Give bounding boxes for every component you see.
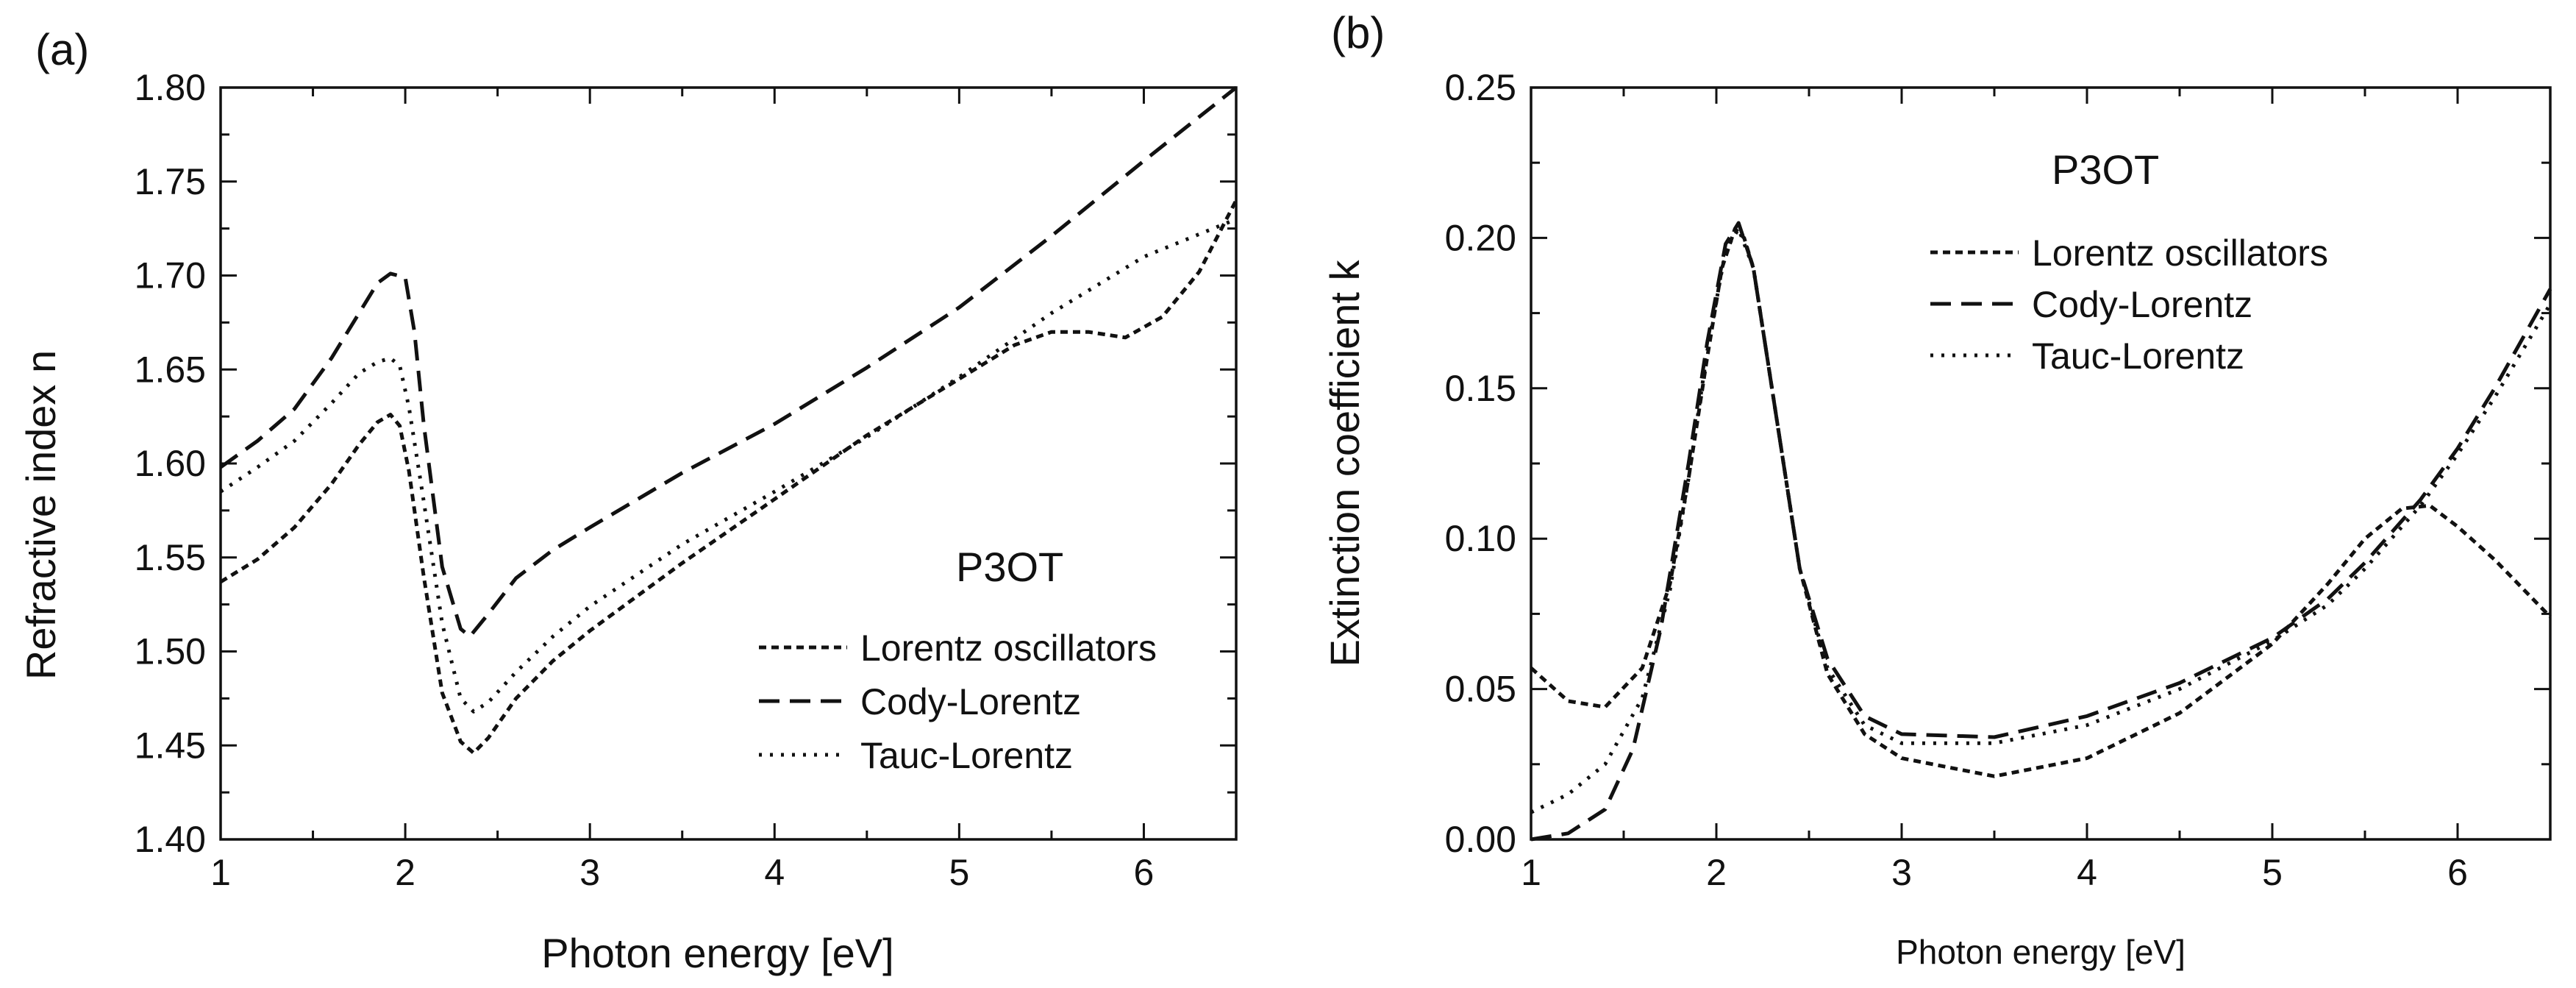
panel-a-tick-labels: 1 2 3 4 5 6 1.40 1.45 1.50 1.55 1.60 1.65 1.70 1.75 1.…	[135, 67, 1155, 893]
a-y-tick-label: 1.70	[135, 255, 206, 296]
b-series-lorentz	[1530, 227, 2552, 778]
b-y-tick-label: 0.10	[1445, 518, 1516, 559]
panel-b-legend: Lorentz oscillators Cody-Lorentz Tauc-Lo…	[1930, 232, 2328, 377]
a-y-tick-label: 1.55	[135, 537, 206, 578]
a-x-tick-label: 4	[764, 852, 785, 893]
a-y-tick-label: 1.45	[135, 725, 206, 766]
a-x-tick-label: 3	[579, 852, 600, 893]
panel-a-label: (a)	[35, 25, 89, 74]
b-y-tick-label: 0.15	[1445, 368, 1516, 409]
panel-a-plot-frame	[219, 86, 1238, 841]
panel-a-legend-label-cody: Cody-Lorentz	[860, 681, 1081, 722]
a-y-tick-label: 1.60	[135, 443, 206, 484]
b-x-tick-label: 3	[1891, 852, 1912, 893]
b-series-cody	[1530, 221, 2552, 842]
panel-a-series-group	[219, 86, 1238, 755]
b-x-tick-label: 1	[1521, 852, 1541, 893]
panel-b-legend-label-lorentz: Lorentz oscillators	[2032, 232, 2328, 274]
a-y-tick-label: 1.50	[135, 631, 206, 672]
a-y-tick-label: 1.80	[135, 67, 206, 108]
panel-b-x-axis-title: Photon energy [eV]	[1896, 933, 2186, 971]
panel-a-x-axis-title: Photon energy [eV]	[541, 930, 893, 976]
panel-a-legend-label-lorentz: Lorentz oscillators	[860, 628, 1157, 669]
a-x-tick-label: 5	[949, 852, 969, 893]
b-x-tick-label: 5	[2262, 852, 2283, 893]
b-y-tick-label: 0.05	[1445, 669, 1516, 710]
panel-a-legend-label-tauc: Tauc-Lorentz	[860, 735, 1073, 776]
b-x-tick-label: 4	[2077, 852, 2097, 893]
a-y-tick-label: 1.65	[135, 349, 206, 390]
panel-b-y-axis-title: Extinction coefficient k	[1321, 259, 1368, 667]
panel-a-refractive-index: (a) Refractive index n Photon energy [eV…	[18, 25, 1238, 976]
a-y-tick-label: 1.75	[135, 161, 206, 202]
a-series-lorentz	[219, 199, 1238, 755]
b-y-tick-label: 0.25	[1445, 67, 1516, 108]
panel-b-tick-labels: 1 2 3 4 5 6 0.00 0.05 0.10 0.15 0.20 0.25	[1445, 67, 2468, 893]
panel-a-y-axis-title: Refractive index n	[18, 350, 64, 680]
panel-a-annotation: P3OT	[956, 544, 1063, 590]
panel-b-legend-label-tauc: Tauc-Lorentz	[2032, 335, 2244, 377]
panel-b-label: (b)	[1331, 8, 1385, 57]
panel-a-legend: Lorentz oscillators Cody-Lorentz Tauc-Lo…	[759, 628, 1157, 776]
panel-b-extinction-coefficient: (b) Extinction coefficient k Photon ener…	[1321, 8, 2552, 971]
a-x-tick-label: 6	[1134, 852, 1155, 893]
b-x-tick-label: 6	[2447, 852, 2468, 893]
a-y-tick-label: 1.40	[135, 819, 206, 860]
b-x-tick-label: 2	[1706, 852, 1727, 893]
panel-b-legend-label-cody: Cody-Lorentz	[2032, 284, 2252, 325]
a-series-cody	[219, 86, 1238, 639]
panel-b-series-group	[1530, 221, 2552, 842]
a-x-tick-label: 1	[210, 852, 231, 893]
panel-b-plot-frame	[1530, 86, 2552, 841]
b-y-tick-label: 0.20	[1445, 217, 1516, 258]
panel-b-annotation: P3OT	[2052, 146, 2159, 193]
b-y-tick-label: 0.00	[1445, 819, 1516, 860]
a-x-tick-label: 2	[395, 852, 415, 893]
